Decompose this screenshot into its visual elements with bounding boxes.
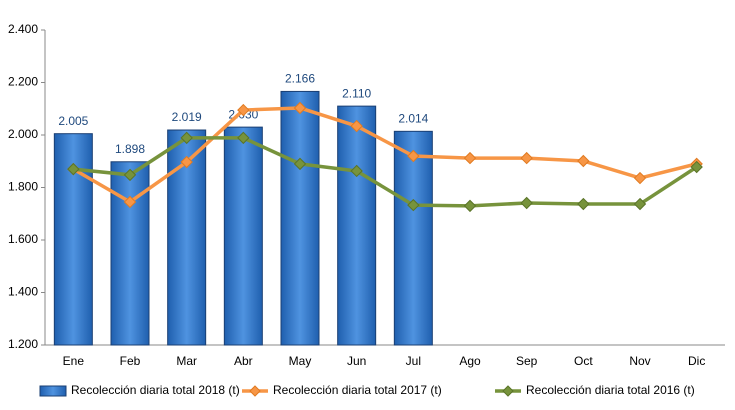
marker — [463, 199, 477, 213]
y-tick-label: 1.600 — [8, 232, 38, 246]
marker — [350, 119, 363, 133]
marker — [293, 101, 307, 115]
marker — [407, 149, 420, 163]
data-label: 2.166 — [285, 72, 315, 86]
legend-label: Recolección diaria total 2017 (t) — [273, 383, 442, 397]
data-label: 2.005 — [58, 114, 88, 128]
marker — [293, 157, 307, 171]
marker — [577, 197, 590, 211]
data-label: 2.019 — [172, 110, 202, 124]
marker — [633, 197, 647, 211]
x-tick-label: Abr — [234, 354, 253, 368]
legend-marker — [249, 385, 261, 397]
marker — [577, 154, 590, 168]
y-tick-label: 1.400 — [8, 285, 38, 299]
data-label: 2.110 — [342, 86, 371, 100]
x-tick-label: Oct — [574, 354, 593, 368]
x-tick-label: Ago — [459, 354, 481, 368]
y-tick-label: 2.400 — [8, 22, 38, 36]
x-tick-label: May — [289, 354, 312, 368]
bar — [337, 105, 377, 346]
marker — [520, 151, 533, 165]
marker — [633, 171, 647, 185]
data-label: 1.898 — [115, 142, 145, 156]
x-tick-label: Sep — [516, 354, 538, 368]
line — [73, 136, 698, 208]
x-tick-label: Jun — [347, 354, 366, 368]
bar — [280, 90, 320, 346]
bar — [223, 126, 263, 346]
x-tick-label: Dic — [688, 354, 705, 368]
marker — [123, 195, 137, 209]
legend-swatch — [39, 385, 67, 397]
y-tick-label: 2.000 — [8, 127, 38, 141]
marker — [123, 168, 137, 182]
marker — [463, 151, 477, 165]
marker — [237, 103, 250, 117]
y-tick-label: 2.200 — [8, 75, 38, 89]
x-tick-label: Nov — [629, 354, 650, 368]
x-tick-label: Ene — [63, 354, 85, 368]
marker — [180, 131, 193, 145]
legend-label: Recolección diaria total 2016 (t) — [526, 383, 695, 397]
legend-label: Recolección diaria total 2018 (t) — [71, 383, 240, 397]
marker — [407, 198, 420, 212]
marker — [67, 162, 80, 176]
x-tick-label: Jul — [406, 354, 421, 368]
marker — [350, 164, 363, 178]
bar — [110, 161, 150, 346]
x-tick-label: Feb — [120, 354, 141, 368]
marker — [690, 160, 703, 174]
bar — [393, 130, 433, 346]
data-label: 2.014 — [398, 111, 428, 125]
x-tick-label: Mar — [176, 354, 197, 368]
y-tick-label: 1.200 — [8, 337, 38, 351]
marker — [237, 131, 250, 145]
legend-marker — [502, 385, 514, 397]
line — [72, 106, 698, 204]
marker — [520, 196, 533, 210]
marker — [180, 155, 193, 169]
y-tick-label: 1.800 — [8, 180, 38, 194]
